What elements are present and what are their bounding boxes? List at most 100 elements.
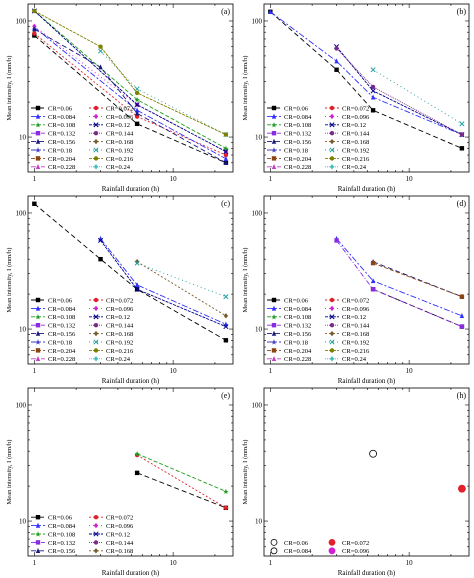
legend-entry: CR=0.108 [31,122,76,129]
legend-entry: CR=0.204 [267,156,312,163]
legend-entry: CR=0.144 [89,323,134,330]
data-point [134,90,140,96]
x-axis-label: Rainfall duration (h) [102,377,160,385]
y-axis-label: Mean intensity, I (mm/h) [242,248,249,313]
legend-label: CR=0.108 [48,531,76,538]
legend-entry: CR=0.156 [267,138,312,146]
legend-label: CR=0.108 [284,122,312,129]
legend-entry: CR=0.084 [270,547,312,555]
data-point [370,67,376,73]
legend-label: CR=0.084 [48,306,76,313]
data-point [458,484,466,493]
legend-entry: CR=0.072 [325,105,369,112]
legend-entry: CR=0.156 [267,330,312,338]
legend-entry: CR=0.06 [270,539,309,547]
legend-entry: CR=0.192 [325,339,369,346]
legend-entry: CR=0.204 [31,156,76,163]
legend-entry: CR=0.132 [31,323,75,330]
data-point [370,260,376,266]
legend-entry: CR=0.204 [31,348,76,355]
chart-panel: 1 10 10 100 Rainfall duration (h) Mean intens… [6,195,234,385]
legend-entry: CR=0.084 [31,522,76,530]
legend-label: CR=0.072 [342,105,369,112]
legend-entry: CR=0.096 [89,113,134,121]
legend-entry: CR=0.12 [89,314,130,321]
legend-marker [35,105,41,111]
x-axis-label: Rainfall duration (h) [338,377,396,385]
data-point [334,58,339,64]
legend-label: CR=0.18 [48,147,73,154]
legend-label: CR=0.144 [106,540,134,547]
legend-label: CR=0.096 [106,523,134,530]
legend-marker [329,330,335,337]
legend-marker [93,522,99,529]
data-point [98,237,104,243]
series [134,260,229,300]
legend-label: CR=0.12 [342,122,366,129]
legend-entry: CR=0.06 [31,297,73,304]
legend-marker [93,356,99,362]
legend-entry: CR=0.132 [267,131,311,138]
series [458,484,466,493]
data-point [134,102,140,108]
data-point [459,132,465,137]
legend-label: CR=0.108 [48,122,76,129]
legend-label: CR=0.168 [106,139,134,146]
y-tick-label: 100 [16,209,27,217]
legend-marker [93,540,99,545]
legend-marker [329,339,335,345]
legend-label: CR=0.06 [48,515,73,522]
y-axis-label: Mean intensity, I (mm/h) [6,56,13,121]
legend-marker [329,356,335,362]
legend-entry: CR=0.072 [328,539,369,547]
legend-marker [271,323,277,328]
legend-entry: CR=0.228 [31,356,76,363]
chart-panel: 1 10 10 100 Rainfall duration (h) Mean intens… [242,3,470,193]
legend-label: CR=0.132 [284,131,311,138]
data-point [223,294,229,300]
legend-entry: CR=0.096 [89,522,134,530]
legend-marker [35,297,41,303]
legend-marker [271,356,277,361]
legend-marker [93,531,99,537]
legend-entry: CR=0.168 [89,138,134,146]
legend-label: CR=0.204 [284,348,312,355]
panel-label: (b) [457,7,467,16]
legend-entry: CR=0.096 [325,113,370,121]
legend-label: CR=0.156 [48,331,76,338]
legend-marker [329,131,335,136]
legend-marker [329,305,335,312]
legend-label: CR=0.12 [342,314,366,321]
y-axis-label: Mean intensity, I (mm/h) [242,440,249,505]
legend-marker [35,156,41,161]
legend-marker [271,305,277,311]
data-point [32,201,37,206]
data-point [223,488,229,495]
legend-label: CR=0.24 [106,356,131,363]
legend-label: CR=0.204 [48,348,76,355]
legend-entry: CR=0.06 [267,297,309,304]
legend-marker [329,348,335,353]
legend-label: CR=0.192 [106,147,133,154]
legend-entry: CR=0.084 [31,305,76,313]
legend-label: CR=0.216 [106,348,134,355]
legend-label: CR=0.144 [106,323,134,330]
legend-label: CR=0.228 [284,356,312,363]
legend-marker [93,323,99,328]
legend-entry: CR=0.12 [89,531,130,538]
data-point [134,470,140,476]
legend-entry: CR=0.132 [31,131,75,138]
legend-entry: CR=0.108 [267,122,312,129]
legend-label: CR=0.156 [284,331,312,338]
y-tick-label: 100 [16,401,27,409]
data-point [32,23,37,29]
legend-label: CR=0.108 [284,314,312,321]
legend-marker [93,122,99,128]
legend-entry: CR=0.096 [328,547,370,555]
panel-label: (d) [457,199,467,208]
panel-label: (a) [221,7,230,16]
legend-entry: CR=0.156 [31,330,76,338]
legend-label: CR=0.072 [342,540,369,547]
legend-marker [35,138,41,144]
data-point [370,88,376,94]
